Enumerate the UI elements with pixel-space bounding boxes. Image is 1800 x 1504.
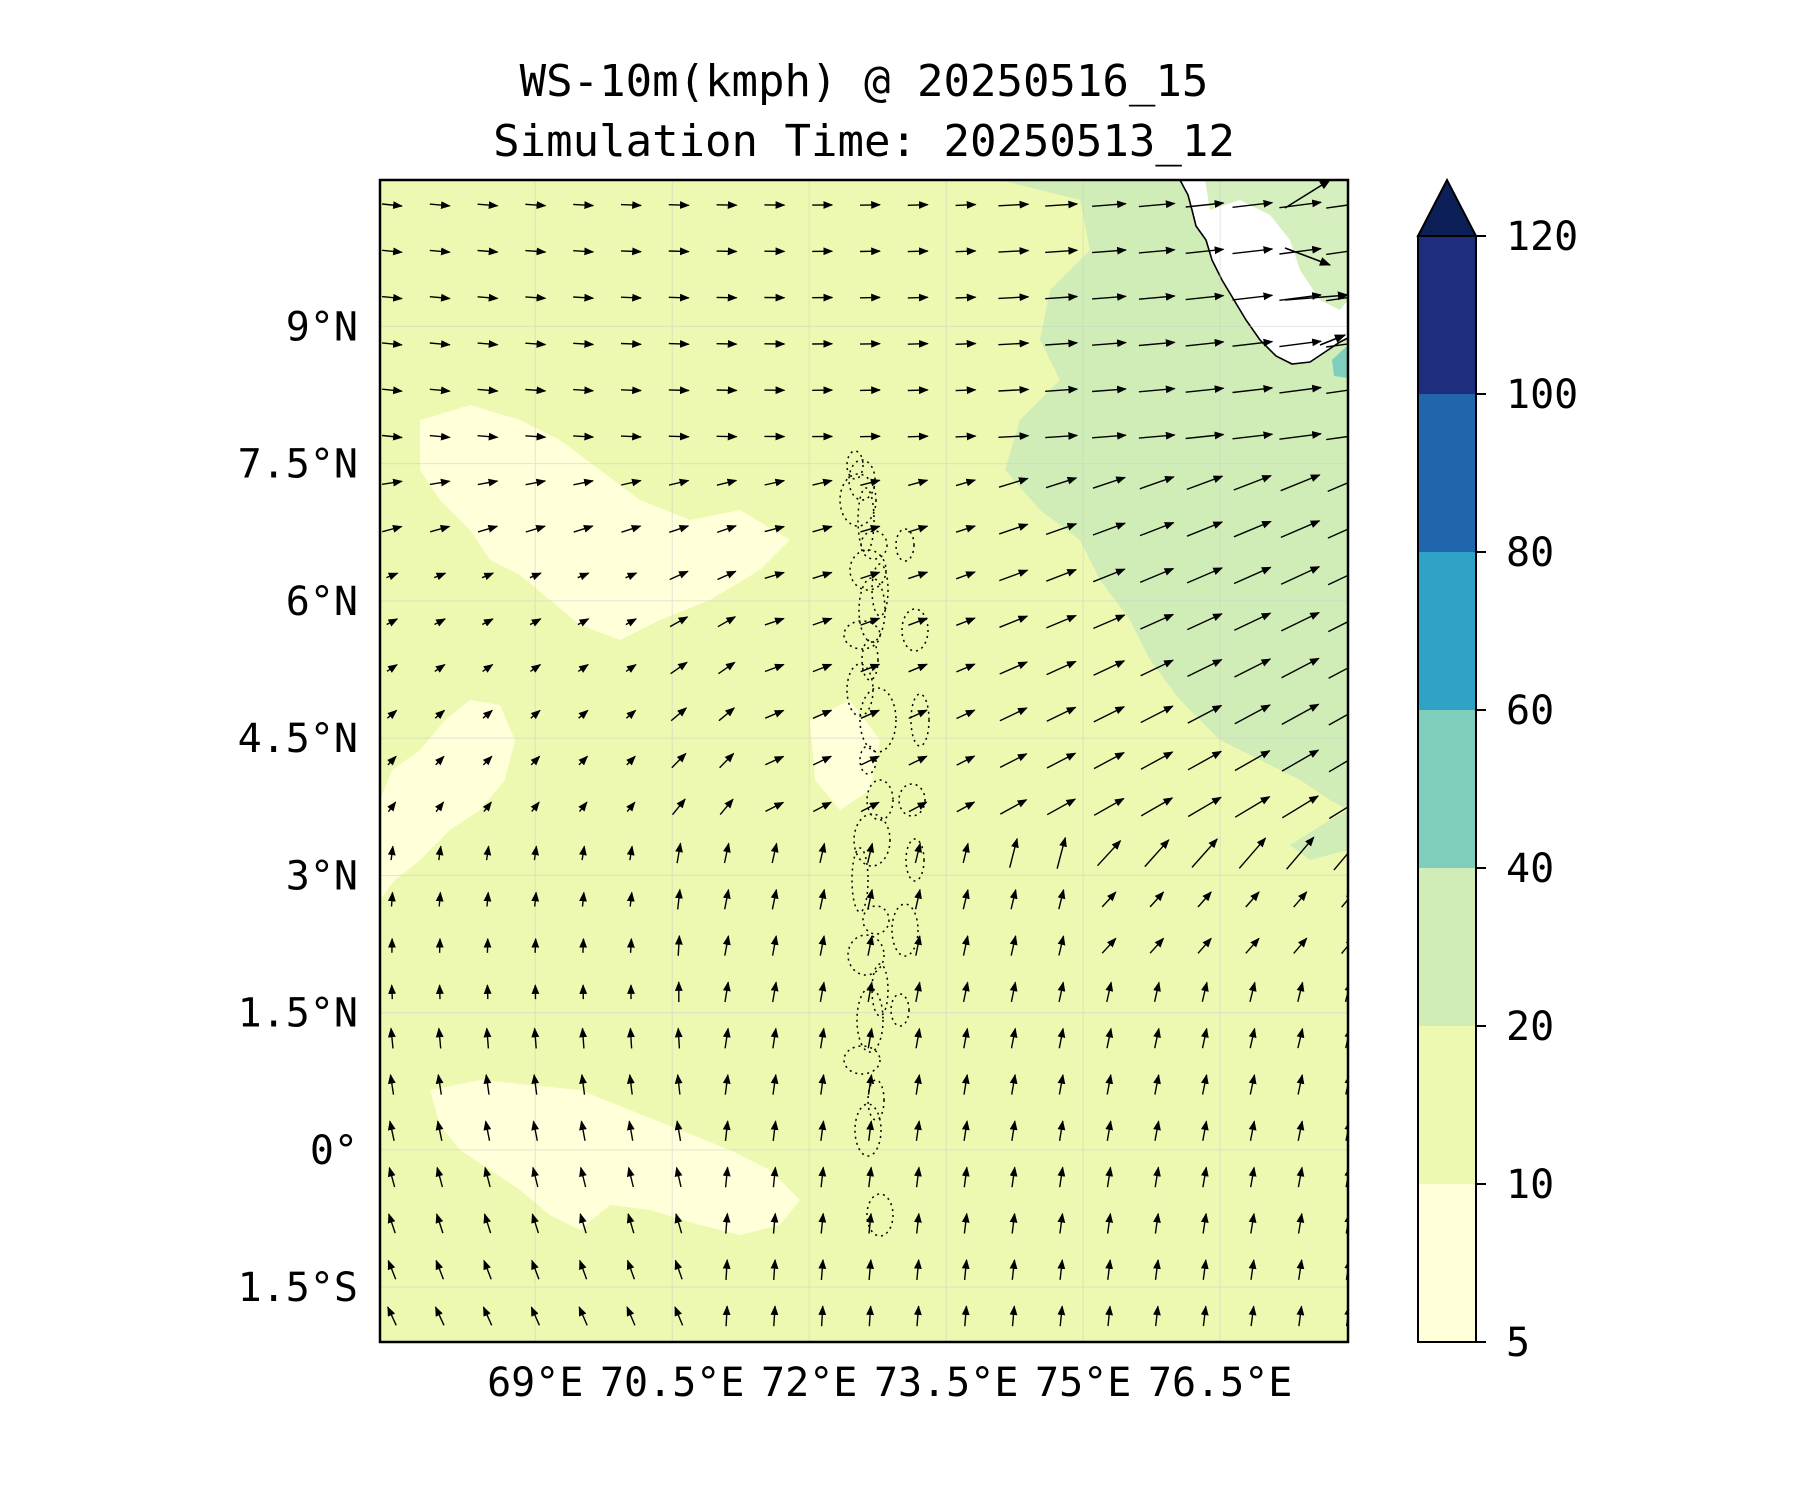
wind-arrow	[669, 344, 689, 345]
wind-arrow	[669, 297, 689, 298]
map-area	[380, 180, 1370, 1342]
wind-arrow	[535, 939, 536, 953]
wind-arrow	[956, 436, 976, 437]
wind-arrow	[908, 205, 928, 206]
title-line-1: WS-10m(kmph) @ 20250516_15	[520, 56, 1209, 107]
wind-arrow	[621, 390, 641, 391]
colorbar-tick-label: 10	[1506, 1162, 1554, 1208]
wind-arrow	[956, 297, 976, 298]
wind-arrow	[669, 251, 689, 252]
wind-arrow	[908, 344, 928, 345]
wind-arrow	[956, 251, 976, 252]
lon-tick-label: 75°E	[1035, 1360, 1131, 1406]
wind-arrow	[621, 436, 641, 437]
wind-arrow	[669, 205, 689, 206]
wind-arrow	[631, 939, 632, 953]
colorbar-segment	[1418, 868, 1476, 1026]
lat-tick-label: 6°N	[286, 579, 358, 625]
colorbar-segment	[1418, 552, 1476, 710]
lat-tick-label: 0°	[310, 1128, 358, 1174]
wind-arrow	[908, 390, 928, 391]
lon-tick-label: 72°E	[761, 1360, 857, 1406]
wind-arrow	[621, 251, 641, 252]
colorbar-segment	[1418, 1026, 1476, 1184]
lon-tick-label: 69°E	[487, 1360, 583, 1406]
wind-arrow	[908, 297, 928, 298]
colorbar-tick-label: 100	[1506, 372, 1578, 418]
lat-tick-label: 9°N	[286, 304, 358, 350]
title-line-2: Simulation Time: 20250513_12	[493, 116, 1235, 167]
colorbar-tick-label: 120	[1506, 214, 1578, 260]
wind-arrow	[726, 1306, 727, 1326]
lat-tick-label: 7.5°N	[238, 442, 358, 488]
lon-tick-label: 73.5°E	[874, 1360, 1019, 1406]
wind-arrow	[908, 251, 928, 252]
lon-tick-label: 76.5°E	[1148, 1360, 1293, 1406]
wind-arrow	[621, 344, 641, 345]
lat-tick-label: 3°N	[286, 853, 358, 899]
lat-tick-label: 1.5°S	[238, 1265, 358, 1311]
latitude-axis: 9°N 7.5°N 6°N 4.5°N 3°N 1.5°N 0° 1.5°S	[238, 304, 358, 1311]
colorbar-segment	[1418, 236, 1476, 394]
colorbar-tick-label: 60	[1506, 688, 1554, 734]
wind-arrow	[583, 939, 584, 953]
wind-arrow	[956, 344, 976, 345]
wind-arrow	[621, 297, 641, 298]
lon-tick-label: 70.5°E	[600, 1360, 745, 1406]
colorbar-tick-label: 40	[1506, 846, 1554, 892]
wind-arrow	[392, 985, 393, 999]
colorbar-tick-label: 5	[1506, 1320, 1530, 1366]
colorbar-segment	[1418, 710, 1476, 868]
wind-arrow	[908, 436, 928, 437]
lat-tick-label: 4.5°N	[238, 716, 358, 762]
colorbar: 5 10 20 40 60 80 100 120	[1418, 180, 1578, 1366]
wind-arrow	[392, 893, 393, 907]
colorbar-extend-max	[1418, 180, 1476, 236]
wind-arrow	[669, 390, 689, 391]
colorbar-tick-label: 80	[1506, 530, 1554, 576]
wind-arrow	[669, 436, 689, 437]
lat-tick-label: 1.5°N	[238, 991, 358, 1037]
wind-arrow	[621, 205, 641, 206]
longitude-axis: 69°E 70.5°E 72°E 73.5°E 75°E 76.5°E	[487, 1360, 1292, 1406]
colorbar-tick-label: 20	[1506, 1004, 1554, 1050]
colorbar-segment	[1418, 1184, 1476, 1342]
wind-arrow	[956, 390, 976, 391]
colorbar-segment	[1418, 394, 1476, 552]
wind-arrow	[956, 205, 976, 206]
